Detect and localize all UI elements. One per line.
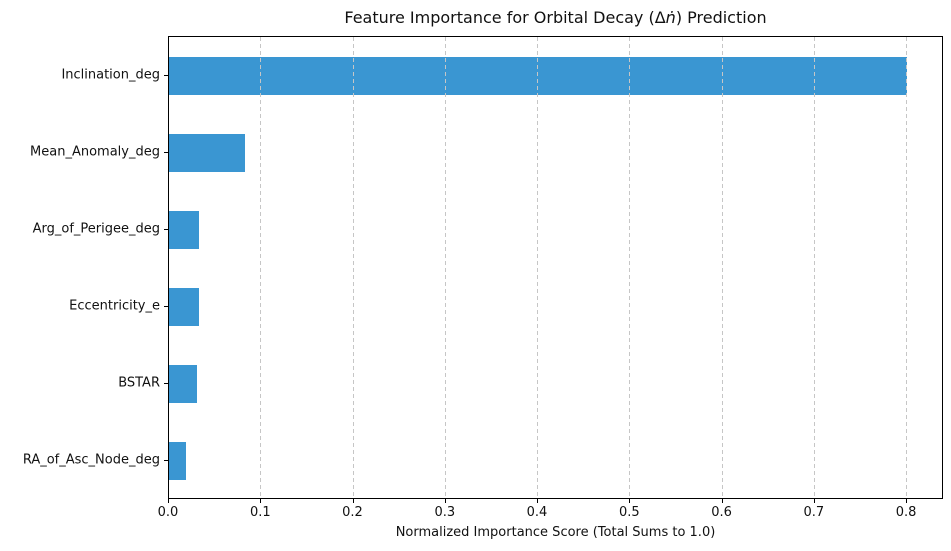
y-tick-mark	[164, 151, 168, 153]
x-tick-label-0.8: 0.8	[895, 505, 917, 520]
chart-title-ndot-symbol: ṅ	[665, 8, 676, 27]
x-tick-mark	[537, 499, 538, 503]
y-tick-mark	[164, 74, 168, 76]
gridline-x-0.3	[444, 37, 446, 498]
x-tick-label-0.4: 0.4	[526, 505, 548, 520]
chart-title-prefix: Feature Importance for Orbital Decay (Δ	[344, 8, 666, 27]
y-tick-label-Eccentricity_e: Eccentricity_e	[69, 298, 160, 314]
bar-RA_of_Asc_Node_deg	[169, 442, 186, 481]
y-tick-mark	[164, 306, 168, 308]
x-tick-label-0.6: 0.6	[711, 505, 732, 520]
x-tick-mark	[352, 499, 354, 503]
y-tick-label-RA_of_Asc_Node_deg: RA_of_Asc_Node_deg	[22, 452, 160, 468]
gridline-x-0.7	[813, 37, 815, 498]
bar-BSTAR	[169, 365, 197, 404]
gridline-x-0.8	[906, 37, 908, 498]
x-tick-label-0.3: 0.3	[434, 505, 456, 520]
y-tick-label-BSTAR: BSTAR	[118, 375, 160, 391]
x-tick-label-0.0: 0.0	[157, 505, 179, 520]
gridline-x-0.4	[537, 37, 538, 498]
x-tick-mark	[813, 499, 815, 503]
x-tick-mark	[721, 499, 723, 503]
chart-title: Feature Importance for Orbital Decay (Δṅ…	[168, 7, 943, 29]
gridline-x-0.1	[260, 37, 262, 498]
y-tick-label-Arg_of_Perigee_deg: Arg_of_Perigee_deg	[32, 221, 160, 237]
gridline-x-0.5	[629, 37, 631, 498]
x-tick-label-0.7: 0.7	[803, 505, 825, 520]
x-tick-mark	[444, 499, 446, 503]
bar-Eccentricity_e	[169, 288, 199, 327]
plot-area	[168, 36, 943, 499]
gridline-x-0.6	[721, 37, 723, 498]
y-tick-label-Inclination_deg: Inclination_deg	[61, 67, 160, 83]
x-tick-mark	[260, 499, 262, 503]
x-tick-label-0.1: 0.1	[249, 505, 271, 520]
x-tick-label-0.2: 0.2	[342, 505, 363, 520]
bar-Arg_of_Perigee_deg	[169, 210, 199, 249]
bar-Mean_Anomaly_deg	[169, 133, 245, 172]
y-tick-label-Mean_Anomaly_deg: Mean_Anomaly_deg	[30, 144, 160, 160]
y-tick-mark	[164, 228, 168, 230]
x-tick-mark	[906, 499, 908, 503]
chart-title-suffix: ) Prediction	[675, 8, 767, 27]
x-tick-mark	[629, 499, 631, 503]
x-tick-label-0.5: 0.5	[618, 505, 640, 520]
x-tick-mark	[168, 499, 169, 503]
x-axis-title: Normalized Importance Score (Total Sums …	[395, 525, 716, 540]
gridline-x-0.2	[352, 37, 354, 498]
bar-Inclination_deg	[169, 56, 908, 95]
y-tick-mark	[164, 460, 168, 462]
y-tick-mark	[164, 383, 168, 385]
